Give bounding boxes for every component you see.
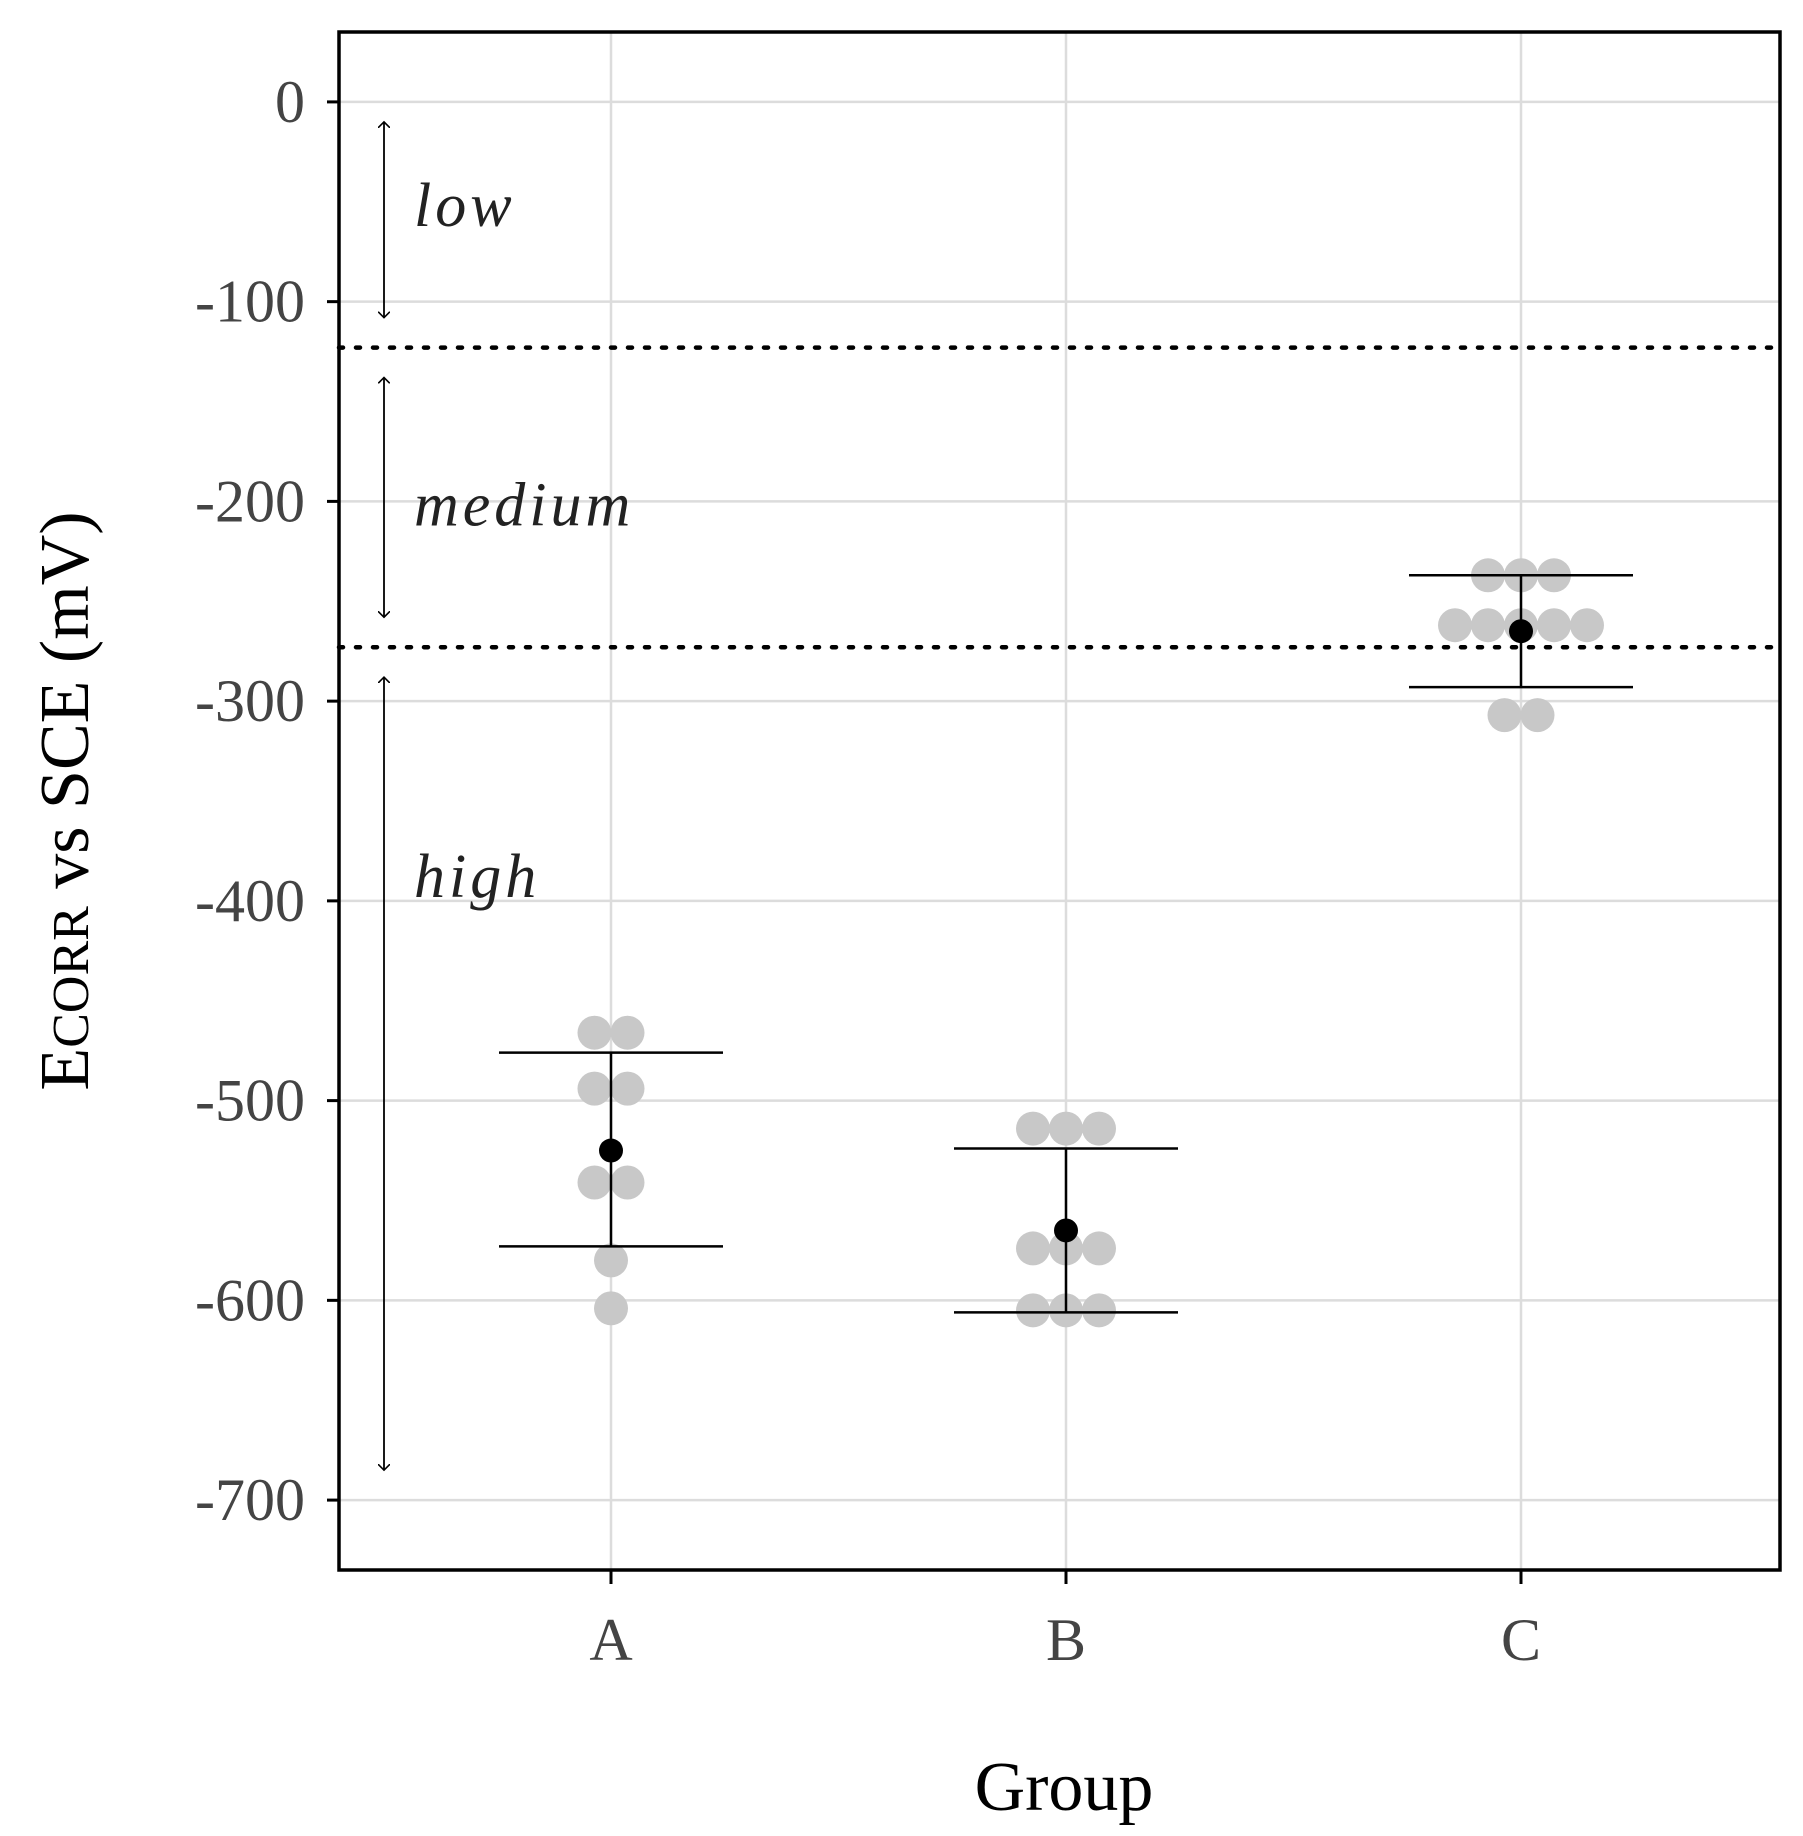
data-point-A xyxy=(610,1071,645,1106)
data-point-B xyxy=(1049,1111,1083,1146)
mean-point-B xyxy=(1054,1218,1078,1243)
summary-markers xyxy=(499,574,1633,1314)
data-point-A xyxy=(594,1291,628,1326)
data-point-C xyxy=(1438,608,1472,643)
data-points xyxy=(577,558,1604,1328)
data-point-C xyxy=(1487,698,1522,733)
y-tick-label: -300 xyxy=(195,668,305,734)
y-tick-label: -700 xyxy=(195,1467,305,1533)
zone-label-low: low xyxy=(414,172,516,240)
x-axis-title: Group xyxy=(975,1749,1154,1826)
x-tick-label: B xyxy=(1046,1607,1086,1673)
y-tick-label: -500 xyxy=(195,1068,305,1134)
y-axis-title-main: E xyxy=(27,1048,104,1091)
data-point-A xyxy=(610,1165,645,1200)
data-point-C xyxy=(1471,608,1505,643)
data-point-B xyxy=(1016,1231,1050,1266)
data-point-A xyxy=(610,1015,645,1050)
data-point-A xyxy=(577,1165,612,1200)
data-point-B xyxy=(1082,1293,1116,1328)
y-axis-title-rest: vs SCE (mV) xyxy=(27,511,104,906)
x-tick-label: A xyxy=(589,1607,632,1673)
plot-panel-border xyxy=(337,30,1782,1572)
y-tick-label: -400 xyxy=(195,868,305,934)
y-tick-label: -200 xyxy=(195,468,305,534)
x-tick-label: C xyxy=(1501,1607,1541,1673)
data-point-A xyxy=(577,1015,612,1050)
y-axis-title: ECORR vs SCE (mV) xyxy=(27,511,104,1090)
mean-point-C xyxy=(1509,619,1533,644)
data-point-C xyxy=(1537,608,1571,643)
y-axis-title-sub: CORR xyxy=(43,906,100,1048)
zone-label-medium: medium xyxy=(414,471,634,539)
mean-point-A xyxy=(599,1138,623,1163)
data-point-B xyxy=(1016,1111,1050,1146)
y-tick-label: -600 xyxy=(195,1267,305,1333)
data-point-B xyxy=(1082,1111,1116,1146)
data-point-A xyxy=(594,1243,628,1278)
zone-label-high: high xyxy=(414,843,540,911)
data-point-C xyxy=(1520,698,1555,733)
data-point-A xyxy=(577,1071,612,1106)
threshold-lines xyxy=(336,345,1783,650)
zone-annotations: low medium high xyxy=(384,122,634,1470)
y-tick-label: 0 xyxy=(275,69,305,135)
data-point-B xyxy=(1082,1231,1116,1266)
axis-ticks: 0 -100 -200 -300 -400 -500 -600 -700 A B C xyxy=(195,69,1541,1673)
data-point-B xyxy=(1016,1293,1050,1328)
data-point-C xyxy=(1570,608,1604,643)
y-tick-label: -100 xyxy=(195,269,305,335)
grid-lines xyxy=(339,32,1780,1570)
